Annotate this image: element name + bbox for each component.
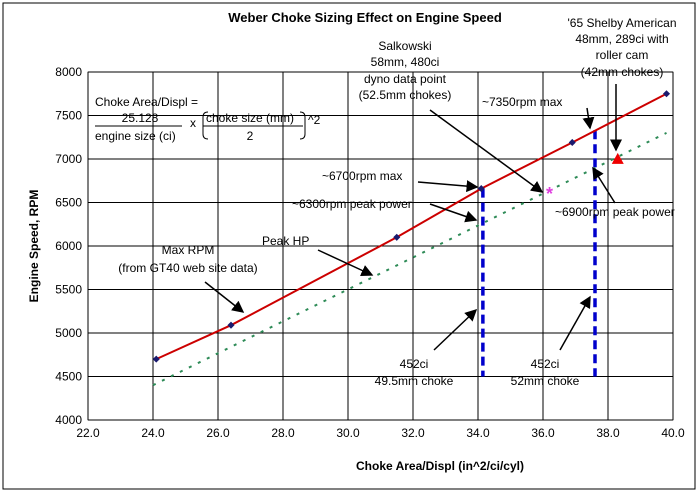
formula-den2: 2	[247, 129, 254, 143]
formula-x: x	[190, 116, 196, 130]
max-rpm-point	[662, 90, 671, 98]
annotation-max-rpm-1: Max RPM	[162, 243, 215, 257]
annotation-shelby-3: roller cam	[596, 48, 649, 62]
formula-line1: Choke Area/Displ =	[95, 95, 198, 109]
x-tick-label: 34.0	[466, 426, 490, 440]
x-tick-label: 24.0	[141, 426, 165, 440]
max-rpm-point	[393, 233, 401, 241]
y-tick-label: 6000	[55, 239, 82, 253]
annotation-7350: ~7350rpm max	[482, 95, 562, 109]
max-rpm-point	[152, 355, 160, 363]
max-rpm-line	[155, 92, 667, 361]
max-rpm-point	[477, 185, 485, 193]
annotation-6700: ~6700rpm max	[322, 169, 402, 183]
shelby-point	[611, 152, 624, 164]
annotation-shelby-2: 48mm, 289ci with	[575, 32, 668, 46]
y-tick-label: 4000	[55, 413, 82, 427]
annotation-arrows	[204, 84, 622, 351]
salkowski-point: *	[546, 184, 553, 204]
max-rpm-point	[568, 138, 576, 147]
x-tick-label: 30.0	[336, 426, 360, 440]
formula-num2: choke size (mm)	[206, 111, 294, 125]
x-axis-label: Choke Area/Displ (in^2/ci/cyl)	[356, 459, 524, 473]
y-tick-label: 8000	[55, 65, 82, 79]
x-tick-label: 32.0	[401, 426, 425, 440]
y-tick-label: 5000	[55, 326, 82, 340]
annotation-salkowski-2: 58mm, 480ci	[371, 55, 440, 69]
annotation-shelby-1: '65 Shelby American	[567, 16, 676, 30]
y-tick-label: 4500	[55, 370, 82, 384]
y-tick-label: 7500	[55, 109, 82, 123]
formula-num: 25.128	[122, 111, 159, 125]
y-tick-label: 6500	[55, 196, 82, 210]
y-axis-label: Engine Speed, RPM	[27, 190, 41, 303]
annotation-salkowski-3: dyno data point	[364, 72, 447, 86]
x-tick-label: 36.0	[531, 426, 555, 440]
formula-pow: ^2	[308, 113, 321, 127]
annotation-452-a-1: 452ci	[400, 357, 429, 371]
annotation-452-b-1: 452ci	[531, 357, 560, 371]
y-tick-label: 7000	[55, 152, 82, 166]
x-tick-label: 38.0	[596, 426, 620, 440]
x-tick-label: 22.0	[76, 426, 100, 440]
annotation-shelby-4: (42mm chokes)	[581, 65, 664, 79]
max-rpm-point	[227, 321, 235, 329]
x-tick-label: 40.0	[661, 426, 685, 440]
annotation-salkowski-4: (52.5mm chokes)	[359, 88, 452, 102]
annotation-max-rpm-2: (from GT40 web site data)	[118, 261, 257, 275]
annotation-452-a-2: 49.5mm choke	[375, 374, 454, 388]
chart-title: Weber Choke Sizing Effect on Engine Spee…	[228, 10, 502, 25]
annotation-peak-hp: Peak HP	[262, 234, 309, 248]
annotation-452-b-2: 52mm choke	[511, 374, 580, 388]
x-tick-label: 26.0	[206, 426, 230, 440]
annotation-6900: ~6900rpm peak power	[555, 205, 675, 219]
formula-den: engine size (ci)	[95, 129, 176, 143]
annotation-salkowski-1: Salkowski	[378, 39, 431, 53]
x-tick-label: 28.0	[271, 426, 295, 440]
annotation-6300: ~6300rpm peak power	[292, 197, 412, 211]
y-tick-label: 5500	[55, 283, 82, 297]
